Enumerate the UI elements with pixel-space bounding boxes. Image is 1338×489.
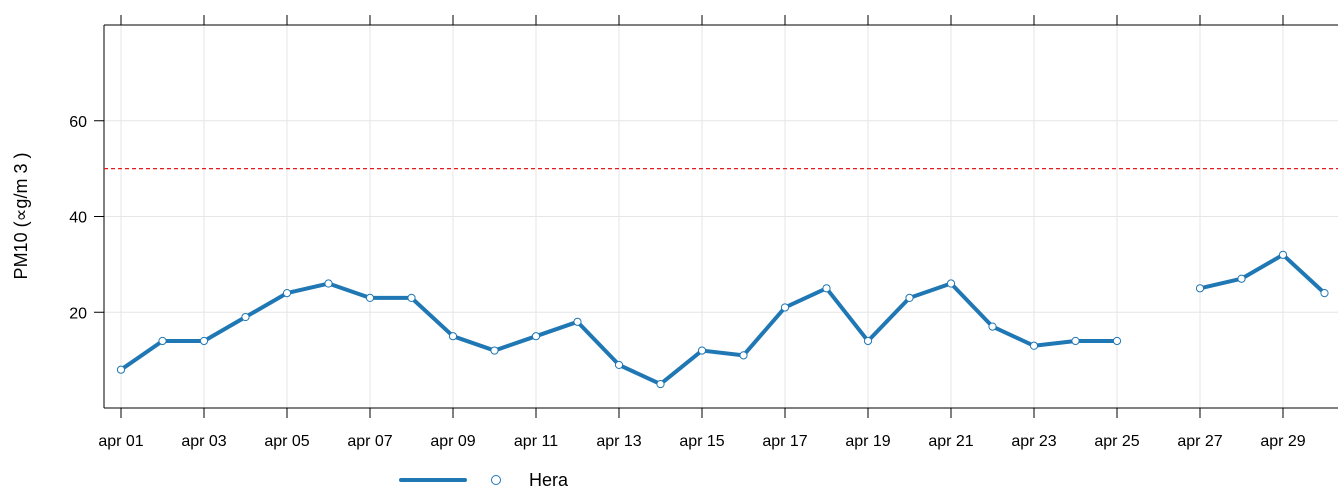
data-point	[241, 312, 250, 322]
y-tick-label: 60	[69, 114, 87, 131]
y-tick-label: 20	[69, 305, 87, 322]
x-tick-label: apr 11	[514, 433, 558, 450]
x-tick-label: apr 25	[1094, 433, 1139, 450]
y-axis-label: PM10 (∝g/m 3 )	[11, 153, 31, 280]
x-tick-label: apr 27	[1177, 433, 1222, 450]
data-point	[1029, 341, 1039, 350]
data-point	[905, 293, 914, 302]
data-point	[573, 317, 582, 326]
data-point	[365, 293, 375, 302]
x-tick-label: apr 23	[1011, 433, 1056, 450]
data-point	[1278, 250, 1288, 259]
data-point	[531, 332, 541, 341]
data-point	[822, 284, 831, 293]
data-point	[739, 351, 748, 360]
legend: Hera	[399, 470, 569, 489]
data-point	[656, 379, 665, 389]
data-point	[158, 336, 167, 346]
series-line	[1198, 252, 1327, 296]
data-point	[1112, 336, 1122, 346]
data-point	[614, 360, 624, 370]
data-point	[116, 365, 126, 374]
x-tick-label: apr 13	[596, 433, 641, 450]
data-point	[946, 279, 956, 288]
axes: apr 01 apr 03 apr 05 apr 07 apr 09 apr 11 apr …	[69, 15, 1338, 450]
x-tick-label: apr 17	[762, 433, 807, 450]
data-point	[988, 322, 997, 331]
data-point	[863, 336, 873, 346]
series-layer	[116, 250, 1329, 389]
x-tick-label: apr 07	[347, 433, 392, 450]
data-point	[199, 336, 209, 346]
x-tick-label: apr 03	[181, 433, 226, 450]
data-point	[697, 346, 707, 355]
data-point	[1237, 274, 1246, 283]
data-point	[407, 293, 416, 302]
data-point	[490, 346, 499, 355]
y-tick-label: 40	[69, 210, 87, 227]
data-point	[448, 332, 458, 341]
data-point	[324, 279, 333, 288]
data-point	[282, 289, 292, 298]
legend-swatch-marker	[491, 475, 501, 485]
data-point	[780, 303, 790, 312]
x-tick-label: apr 19	[845, 433, 890, 450]
x-tick-label: apr 09	[430, 433, 475, 450]
x-tick-label: apr 21	[928, 433, 973, 450]
data-point	[1320, 289, 1329, 298]
x-tick-label: apr 15	[679, 433, 724, 450]
x-tick-label: apr 29	[1260, 433, 1305, 450]
grid	[104, 25, 1338, 408]
legend-label: Hera	[529, 470, 569, 489]
x-tick-label: apr 01	[98, 433, 143, 450]
x-tick-label: apr 05	[264, 433, 309, 450]
data-point	[1071, 336, 1080, 346]
data-point	[1195, 284, 1205, 293]
